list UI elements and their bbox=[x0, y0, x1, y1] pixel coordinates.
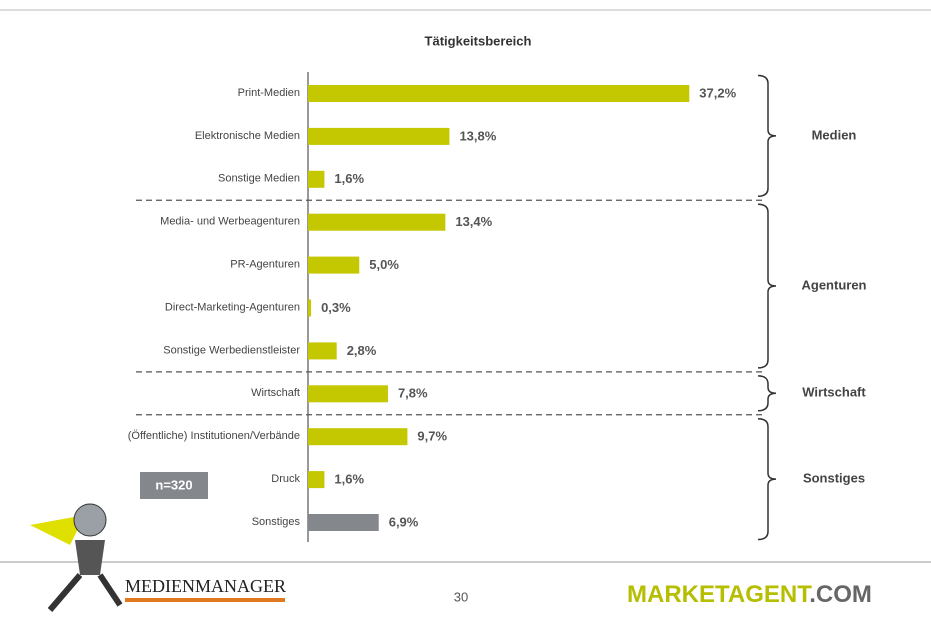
group-label: Wirtschaft bbox=[802, 385, 866, 400]
mascot bbox=[30, 503, 123, 612]
value-label: 13,8% bbox=[459, 128, 496, 143]
bar bbox=[308, 385, 388, 403]
group-label: Medien bbox=[812, 127, 857, 142]
bar bbox=[308, 256, 360, 274]
sample-box bbox=[140, 472, 208, 499]
group-brace bbox=[757, 418, 777, 541]
sample-size: n=320 bbox=[155, 477, 192, 492]
bar bbox=[308, 342, 337, 360]
logo-right: MARKETAGENT.COM bbox=[627, 581, 872, 608]
category-label: Wirtschaft bbox=[251, 387, 300, 399]
category-label: Sonstige Werbedienstleister bbox=[163, 344, 300, 356]
group-label: Agenturen bbox=[802, 277, 867, 292]
logo-left: MEDIENMANAGER bbox=[125, 576, 286, 596]
bar bbox=[308, 514, 379, 531]
group-brace bbox=[757, 375, 777, 412]
page-number: 30 bbox=[454, 589, 468, 604]
category-label: Sonstige Medien bbox=[218, 173, 300, 185]
category-label: Direct-Marketing-Agenturen bbox=[165, 301, 300, 313]
category-label: (Öffentliche) Institutionen/Verbände bbox=[128, 430, 300, 442]
chart-title: Tätigkeitsbereich bbox=[425, 33, 532, 48]
value-label: 2,8% bbox=[347, 343, 377, 358]
value-label: 6,9% bbox=[389, 514, 419, 529]
value-label: 9,7% bbox=[417, 429, 447, 444]
category-label: Sonstiges bbox=[252, 516, 301, 528]
bar bbox=[308, 127, 450, 145]
logo-underline bbox=[125, 598, 285, 602]
group-brace bbox=[757, 203, 777, 369]
bar bbox=[308, 428, 408, 446]
logo-right-suffix: .COM bbox=[809, 581, 872, 608]
bar bbox=[308, 213, 446, 231]
bar bbox=[308, 471, 325, 489]
value-label: 1,6% bbox=[334, 472, 364, 487]
category-label: Print-Medien bbox=[238, 87, 300, 99]
category-label: Druck bbox=[271, 473, 300, 485]
bar bbox=[308, 299, 312, 317]
value-label: 1,6% bbox=[334, 171, 364, 186]
bar bbox=[308, 85, 690, 102]
value-label: 7,8% bbox=[398, 386, 428, 401]
bar bbox=[308, 170, 325, 188]
value-label: 0,3% bbox=[321, 300, 351, 315]
category-label: Elektronische Medien bbox=[195, 130, 300, 142]
category-label: Media- und Werbeagenturen bbox=[160, 216, 300, 228]
value-label: 13,4% bbox=[455, 214, 492, 229]
value-label: 37,2% bbox=[699, 85, 736, 100]
group-brace bbox=[757, 74, 777, 197]
value-label: 5,0% bbox=[369, 257, 399, 272]
group-label: Sonstiges bbox=[803, 471, 865, 486]
logo-right-main: MARKETAGENT bbox=[627, 581, 812, 608]
category-label: PR-Agenturen bbox=[230, 259, 300, 271]
